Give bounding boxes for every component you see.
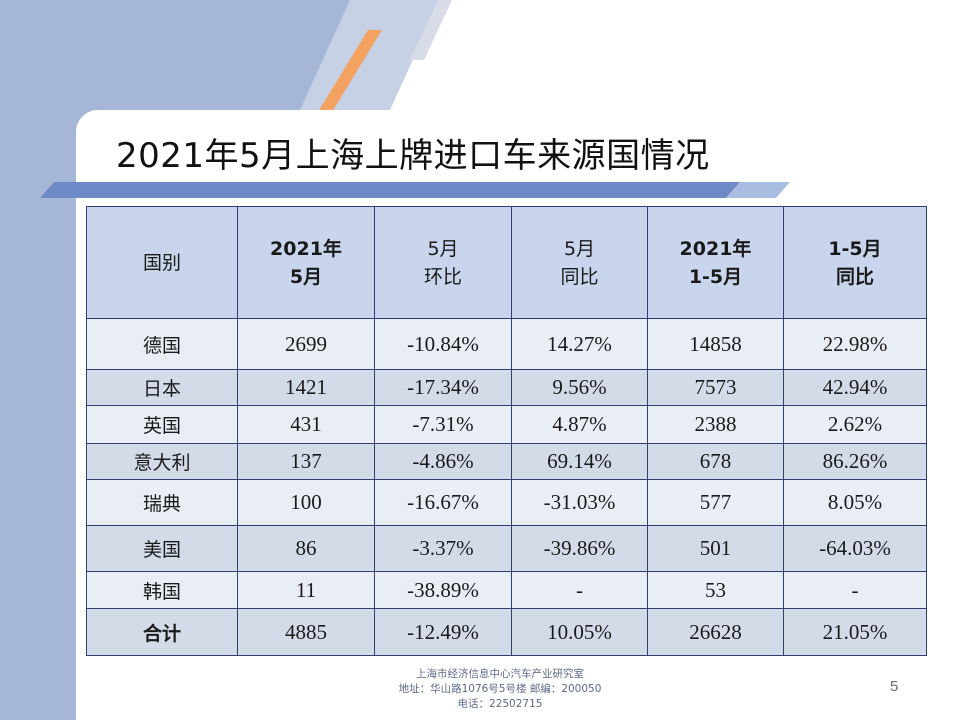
page-number: 5 (890, 678, 899, 695)
table-header-row: 国别 2021年 5月 5月 环比 5月 同比 2021年 1-5月 1-5月 … (86, 206, 927, 319)
cell-may-mom: -16.67% (374, 479, 512, 526)
cell-may-2021: 4885 (237, 608, 375, 656)
footer-phone: 电话：22502715 (457, 698, 543, 710)
page-title: 2021年5月上海上牌进口车来源国情况 (116, 136, 710, 176)
cell-ytd-2021: 26628 (647, 608, 784, 656)
cell-may-2021: 431 (237, 405, 375, 444)
table-row: 韩国 11 -38.89% - 53 - (86, 571, 927, 609)
header-may-2021: 2021年 5月 (237, 206, 375, 319)
header-may-yoy: 5月 同比 (511, 206, 648, 319)
table-row: 英国 431 -7.31% 4.87% 2388 2.62% (86, 405, 927, 444)
cell-country: 日本 (86, 369, 238, 406)
cell-ytd-yoy: 22.98% (783, 318, 927, 370)
table-row: 美国 86 -3.37% -39.86% 501 -64.03% (86, 525, 927, 572)
cell-ytd-2021: 7573 (647, 369, 784, 406)
cell-may-yoy: -39.86% (511, 525, 648, 572)
cell-country: 美国 (86, 525, 238, 572)
header-ytd-2021: 2021年 1-5月 (647, 206, 784, 319)
cell-may-mom: -38.89% (374, 571, 512, 609)
table-row: 德国 2699 -10.84% 14.27% 14858 22.98% (86, 318, 927, 370)
table-row-total: 合计 4885 -12.49% 10.05% 26628 21.05% (86, 608, 927, 656)
cell-may-2021: 137 (237, 443, 375, 480)
cell-ytd-yoy: -64.03% (783, 525, 927, 572)
cell-may-2021: 11 (237, 571, 375, 609)
header-may-mom: 5月 环比 (374, 206, 512, 319)
table-row: 日本 1421 -17.34% 9.56% 7573 42.94% (86, 369, 927, 406)
table-row: 瑞典 100 -16.67% -31.03% 577 8.05% (86, 479, 927, 526)
cell-may-yoy: 69.14% (511, 443, 648, 480)
cell-ytd-yoy: 86.26% (783, 443, 927, 480)
cell-country: 合计 (86, 608, 238, 656)
cell-may-mom: -10.84% (374, 318, 512, 370)
cell-may-mom: -17.34% (374, 369, 512, 406)
cell-ytd-yoy: - (783, 571, 927, 609)
cell-may-yoy: 9.56% (511, 369, 648, 406)
cell-may-yoy: 10.05% (511, 608, 648, 656)
cell-country: 德国 (86, 318, 238, 370)
cell-ytd-yoy: 42.94% (783, 369, 927, 406)
cell-may-mom: -12.49% (374, 608, 512, 656)
footer-org: 上海市经济信息中心汽车产业研究室 (416, 668, 584, 680)
cell-ytd-2021: 53 (647, 571, 784, 609)
cell-may-2021: 86 (237, 525, 375, 572)
cell-ytd-yoy: 21.05% (783, 608, 927, 656)
cell-ytd-2021: 678 (647, 443, 784, 480)
cell-ytd-2021: 14858 (647, 318, 784, 370)
cell-ytd-2021: 577 (647, 479, 784, 526)
cell-country: 韩国 (86, 571, 238, 609)
cell-country: 英国 (86, 405, 238, 444)
cell-country: 意大利 (86, 443, 238, 480)
cell-ytd-2021: 2388 (647, 405, 784, 444)
footer-address: 地址：华山路1076号5号楼 邮编：200050 (398, 683, 602, 695)
cell-may-mom: -7.31% (374, 405, 512, 444)
cell-may-yoy: -31.03% (511, 479, 648, 526)
cell-may-2021: 100 (237, 479, 375, 526)
cell-may-yoy: 14.27% (511, 318, 648, 370)
cell-may-mom: -3.37% (374, 525, 512, 572)
footer-contact: 上海市经济信息中心汽车产业研究室 地址：华山路1076号5号楼 邮编：20005… (340, 667, 660, 712)
cell-ytd-2021: 501 (647, 525, 784, 572)
header-country: 国别 (86, 206, 238, 319)
table-row: 意大利 137 -4.86% 69.14% 678 86.26% (86, 443, 927, 480)
import-source-table: 国别 2021年 5月 5月 环比 5月 同比 2021年 1-5月 1-5月 … (86, 206, 927, 656)
title-underline-bar (40, 182, 790, 198)
cell-may-yoy: 4.87% (511, 405, 648, 444)
cell-ytd-yoy: 2.62% (783, 405, 927, 444)
cell-may-2021: 1421 (237, 369, 375, 406)
cell-country: 瑞典 (86, 479, 238, 526)
cell-may-2021: 2699 (237, 318, 375, 370)
header-ytd-yoy: 1-5月 同比 (783, 206, 927, 319)
cell-may-mom: -4.86% (374, 443, 512, 480)
cell-ytd-yoy: 8.05% (783, 479, 927, 526)
cell-may-yoy: - (511, 571, 648, 609)
